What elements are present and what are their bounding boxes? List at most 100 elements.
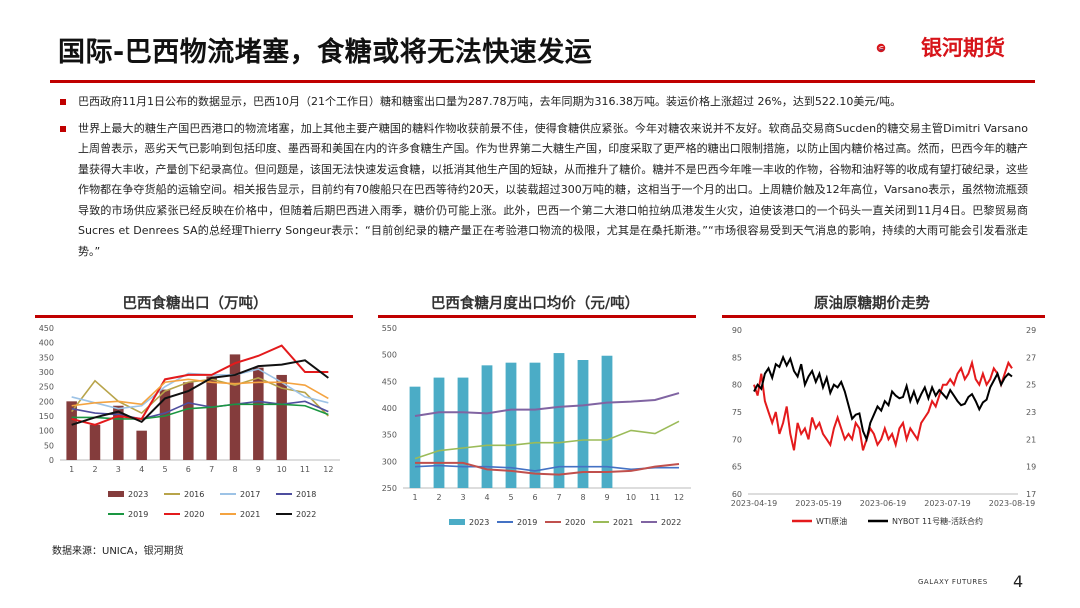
x-tick-label: 4: [139, 465, 144, 474]
y-left-tick-label: 80: [732, 381, 742, 390]
x-tick-label: 2023-05-19: [795, 499, 842, 508]
bar-2023: [577, 360, 589, 488]
line-series-2019: [414, 464, 679, 472]
bar-2023: [481, 365, 493, 488]
y-tick-label: 400: [382, 404, 397, 413]
x-tick-label: 7: [209, 465, 214, 474]
x-tick-label: 8: [232, 465, 237, 474]
y-tick-label: 500: [382, 351, 397, 360]
legend-label-2023: 2023: [128, 490, 148, 499]
y-tick-label: 100: [39, 427, 54, 436]
y-left-tick-label: 85: [732, 353, 742, 362]
y-tick-label: 300: [39, 368, 54, 377]
chart3-title-rule: [722, 315, 1045, 318]
chart3-title: 原油原糖期价走势: [814, 296, 930, 312]
footer-brand: GALAXY FUTURES: [918, 578, 988, 586]
y-left-tick-label: 75: [732, 408, 742, 417]
bar-2023: [433, 377, 445, 488]
y-tick-label: 150: [39, 412, 54, 421]
page-title: 国际-巴西物流堵塞，食糖或将无法快速发运: [58, 37, 593, 68]
bullet-square-icon: [60, 99, 66, 105]
legend-label-2019: 2019: [128, 510, 148, 519]
y-right-tick-label: 25: [1026, 381, 1036, 390]
data-source: 数据来源：UNICA，银河期货: [52, 546, 184, 557]
x-tick-label: 2023-08-19: [989, 499, 1036, 508]
x-tick-label: 7: [556, 493, 561, 502]
y-tick-label: 50: [44, 441, 54, 450]
legend-label-2018: 2018: [296, 490, 316, 499]
bar-2023: [457, 377, 469, 488]
x-tick-label: 12: [323, 465, 333, 474]
bar-2023: [553, 353, 565, 488]
legend-label-wti: WTI原油: [816, 516, 847, 526]
x-tick-label: 2: [436, 493, 441, 502]
x-tick-label: 1: [69, 465, 74, 474]
bar-2023: [66, 401, 77, 460]
bar-2023: [601, 355, 613, 488]
legend-swatch-2023: [108, 491, 124, 497]
x-tick-label: 2023-04-19: [731, 499, 778, 508]
y-tick-label: 0: [49, 456, 54, 465]
x-tick-label: 6: [532, 493, 537, 502]
bar-2023: [206, 376, 217, 460]
y-right-tick-label: 21: [1026, 435, 1036, 444]
line-series-2018: [71, 400, 329, 420]
y-tick-label: 300: [382, 457, 397, 466]
x-tick-label: 4: [484, 493, 489, 502]
legend-label-2020: 2020: [184, 510, 204, 519]
y-tick-label: 350: [39, 353, 54, 362]
y-left-tick-label: 60: [732, 490, 742, 499]
x-tick-label: 11: [300, 465, 310, 474]
page-number: 4: [1013, 572, 1024, 591]
y-left-tick-label: 90: [732, 326, 742, 335]
legend-label-2023: 2023: [469, 518, 489, 527]
x-tick-label: 1: [412, 493, 417, 502]
bar-2023: [276, 374, 287, 460]
chart2-title-rule: [378, 315, 696, 318]
header-divider: [50, 80, 1035, 83]
y-right-tick-label: 23: [1026, 408, 1036, 417]
x-tick-label: 2023-07-19: [924, 499, 971, 508]
bar-2023: [253, 367, 264, 460]
y-right-tick-label: 27: [1026, 353, 1036, 362]
bullet-square-icon: [60, 125, 66, 132]
line-series-wti: [753, 359, 1013, 451]
legend-label-sugar: NYBOT 11号糖-活跃合约: [892, 516, 983, 526]
line-series-2020: [71, 344, 329, 426]
galaxy-futures-logo: [876, 43, 886, 53]
x-tick-label: 2023-06-19: [860, 499, 907, 508]
legend-label-2021: 2021: [613, 518, 633, 527]
x-tick-label: 12: [674, 493, 684, 502]
x-tick-label: 5: [508, 493, 513, 502]
bar-2023: [159, 389, 171, 460]
bullet-item: 巴西政府11月1日公布的数据显示，巴西10月（21个工作日）糖和糖蜜出口量为28…: [60, 92, 1028, 113]
legend-label-2017: 2017: [240, 490, 260, 499]
line-series-2021: [71, 378, 329, 407]
x-tick-label: 10: [626, 493, 636, 502]
bar-2023: [113, 405, 124, 460]
y-tick-label: 400: [39, 339, 54, 348]
y-tick-label: 200: [39, 397, 54, 406]
legend-label-2019: 2019: [517, 518, 537, 527]
x-tick-label: 2: [92, 465, 97, 474]
y-left-tick-label: 70: [732, 435, 742, 444]
y-tick-label: 450: [382, 377, 397, 386]
bar-2023: [183, 382, 194, 460]
x-tick-label: 9: [604, 493, 609, 502]
y-right-tick-label: 29: [1026, 326, 1036, 335]
y-tick-label: 250: [39, 383, 54, 392]
x-tick-label: 10: [277, 465, 287, 474]
line-series-2019: [71, 403, 329, 420]
y-tick-label: 350: [382, 431, 397, 440]
chart1-title-rule: [35, 315, 353, 318]
bar-2023: [89, 424, 101, 460]
x-tick-label: 9: [256, 465, 261, 474]
legend-label-2021: 2021: [240, 510, 260, 519]
chart-oil-sugar-futures: 60 65 70 75 80 85 90 17 19 21 23 25 27 29 2023-04-19 20…: [731, 326, 1036, 526]
bullet-text: 巴西政府11月1日公布的数据显示，巴西10月（21个工作日）糖和糖蜜出口量为28…: [78, 95, 902, 108]
x-tick-label: 11: [650, 493, 660, 502]
legend-label-2022: 2022: [661, 518, 681, 527]
bullet-text: 世界上最大的糖生产国巴西港口的物流堵塞，加上其他主要产糖国的糖料作物收获前景不佳…: [78, 121, 1028, 258]
x-tick-label: 5: [162, 465, 167, 474]
y-tick-label: 550: [382, 324, 397, 333]
